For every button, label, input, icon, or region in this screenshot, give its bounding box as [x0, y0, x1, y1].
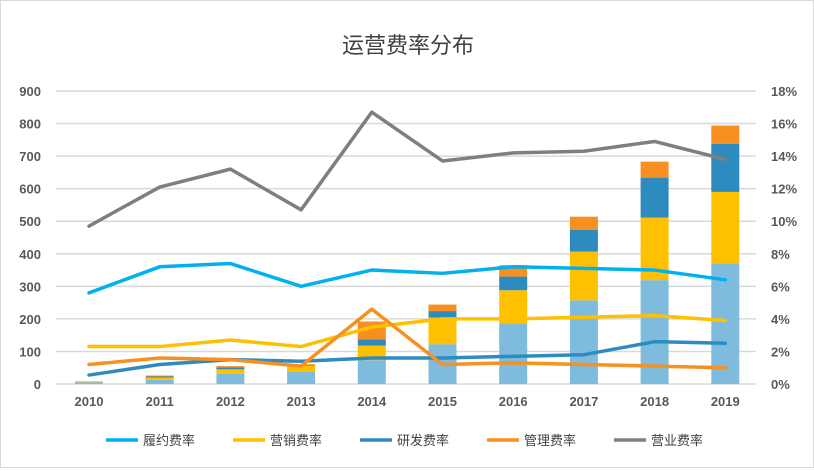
- left-tick-label: 500: [19, 214, 41, 229]
- legend-label: 履约费率: [143, 433, 195, 448]
- bar-segment-0: [216, 374, 244, 384]
- bar-segment-2: [499, 277, 527, 291]
- bar-segment-2: [641, 178, 669, 218]
- bar-segment-0: [358, 360, 386, 384]
- legend-label: 营业费率: [651, 433, 703, 448]
- right-tick-label: 14%: [771, 149, 797, 164]
- bar-segment-3: [146, 376, 174, 377]
- bar-segment-0: [570, 300, 598, 384]
- bar-segment-2: [711, 144, 739, 192]
- right-tick-label: 6%: [771, 279, 790, 294]
- bar-segment-0: [499, 323, 527, 384]
- chart-title: 运营费率分布: [342, 33, 474, 58]
- x-tick-label: 2012: [216, 394, 245, 409]
- bar-segment-1: [216, 369, 244, 374]
- left-tick-label: 0: [34, 377, 41, 392]
- bar-segment-2: [429, 311, 457, 318]
- bar-segment-1: [570, 251, 598, 300]
- bar-segment-3: [711, 126, 739, 144]
- left-tick-label: 300: [19, 279, 41, 294]
- left-tick-label: 600: [19, 182, 41, 197]
- bar-segment-3: [216, 366, 244, 367]
- right-tick-label: 10%: [771, 214, 797, 229]
- bar-segment-1: [146, 377, 174, 379]
- left-tick-label: 800: [19, 117, 41, 132]
- bar-segment-2: [358, 339, 386, 345]
- line-series-1: [89, 316, 725, 347]
- line-series-0: [89, 264, 725, 293]
- bar-segment-0: [75, 382, 103, 384]
- right-tick-label: 16%: [771, 117, 797, 132]
- right-tick-label: 12%: [771, 182, 797, 197]
- x-tick-label: 2010: [75, 394, 104, 409]
- x-tick-label: 2014: [357, 394, 387, 409]
- left-tick-label: 700: [19, 149, 41, 164]
- bar-segment-3: [429, 305, 457, 312]
- left-tick-label: 900: [19, 84, 41, 99]
- x-tick-label: 2019: [711, 394, 740, 409]
- x-tick-label: 2016: [499, 394, 528, 409]
- right-tick-label: 4%: [771, 312, 790, 327]
- bar-segment-3: [570, 217, 598, 230]
- x-tick-label: 2018: [640, 394, 669, 409]
- bar-segment-0: [641, 280, 669, 384]
- x-tick-label: 2011: [146, 394, 174, 409]
- right-tick-label: 0%: [771, 377, 790, 392]
- bar-segment-1: [711, 192, 739, 264]
- legend-label: 管理费率: [524, 433, 576, 448]
- line-series-4: [89, 112, 725, 226]
- bar-segment-2: [570, 230, 598, 252]
- left-tick-label: 200: [19, 312, 41, 327]
- right-tick-label: 8%: [771, 247, 790, 262]
- bar-segment-2: [216, 367, 244, 369]
- legend-label: 研发费率: [397, 433, 449, 448]
- bar-segment-2: [146, 377, 174, 378]
- left-tick-label: 400: [19, 247, 41, 262]
- bar-segment-0: [287, 372, 315, 384]
- right-tick-label: 2%: [771, 344, 790, 359]
- left-tick-label: 100: [19, 344, 41, 359]
- bar-segment-3: [641, 162, 669, 178]
- x-tick-label: 2015: [428, 394, 457, 409]
- right-tick-label: 18%: [771, 84, 797, 99]
- legend-label: 营销费率: [270, 433, 322, 448]
- bar-segment-0: [146, 380, 174, 384]
- x-tick-label: 2013: [287, 394, 316, 409]
- x-tick-label: 2017: [569, 394, 598, 409]
